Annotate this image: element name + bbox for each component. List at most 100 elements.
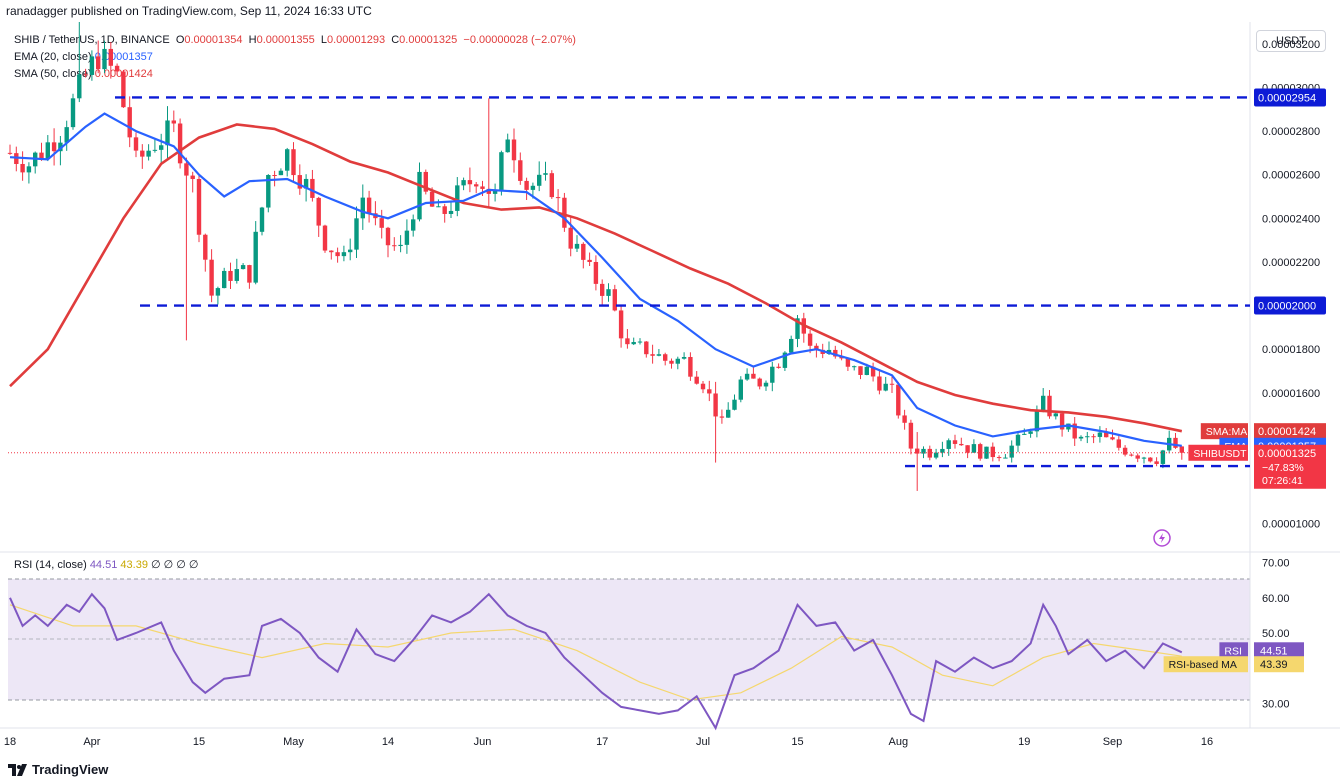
candle-body [700, 383, 706, 390]
candle-body [713, 393, 718, 417]
candle-body [96, 56, 101, 70]
candle-body [448, 210, 454, 214]
price-label-value-tag [1254, 423, 1326, 440]
candle-body [1135, 455, 1140, 459]
high-value: 0.00001355 [256, 34, 315, 46]
candle-body [663, 354, 668, 361]
footer-brand: TradingView [32, 762, 109, 777]
horizontal-level-value: 0.00002000 [1258, 301, 1316, 313]
sma-line [9, 123, 1183, 433]
candle-body [530, 185, 536, 190]
candle-body [228, 270, 233, 281]
candle-body [814, 345, 819, 350]
candle-body [58, 142, 63, 152]
candle-body [763, 382, 769, 387]
candle-body [171, 120, 176, 124]
candle-body [146, 150, 151, 157]
candle-body [455, 185, 460, 211]
candle-body [322, 225, 328, 251]
price-label-value-tag [1254, 444, 1326, 489]
candle-body [719, 416, 725, 418]
currency-button[interactable]: USDT [1256, 30, 1326, 52]
candle-body [870, 366, 876, 377]
candle-body [278, 170, 284, 176]
candle-body [1122, 447, 1128, 455]
price-change-percent: −47.83% [1262, 462, 1304, 474]
candle-body [795, 318, 800, 339]
candle-body [726, 409, 731, 418]
candle-body [952, 440, 958, 444]
candle-body [1097, 432, 1103, 437]
footer[interactable]: TradingView [8, 762, 108, 777]
candle-body [310, 178, 315, 198]
main-legend: SHIB / TetherUS, 1D, BINANCE O0.00001354… [14, 32, 576, 83]
candle-body [1179, 446, 1184, 453]
rsi-label-name-tag [1163, 656, 1248, 673]
candle-body [114, 65, 120, 72]
candle-body [782, 352, 788, 368]
tradingview-logo-icon [8, 763, 27, 776]
candle-body [209, 259, 214, 296]
candle-body [360, 197, 365, 219]
candle-body [549, 173, 554, 198]
rsi-ma-line [9, 604, 1182, 701]
price-label-name-tag [1200, 423, 1248, 440]
candle-body [877, 376, 882, 391]
candle-body [1110, 437, 1115, 440]
price-tick-label: 0.00002400 [1262, 213, 1320, 225]
candle-body [675, 358, 680, 364]
candle-body [1129, 454, 1134, 456]
candle-body [165, 120, 170, 146]
candle-body [335, 252, 340, 257]
candle-body [581, 243, 586, 260]
candle-body [39, 152, 44, 159]
rsi-label-name: RSI [1224, 645, 1242, 657]
candle-body [965, 445, 970, 453]
candle-body [1072, 423, 1077, 439]
time-tick-label: Jun [474, 736, 492, 748]
candle-body [978, 444, 983, 459]
symbol-line: SHIB / TetherUS, 1D, BINANCE O0.00001354… [14, 34, 576, 46]
candle-body [656, 354, 662, 356]
time-tick-label: 17 [596, 736, 608, 748]
time-tick-label: Jul [696, 736, 710, 748]
candle-body [480, 186, 485, 189]
lightning-icon[interactable] [1153, 529, 1171, 547]
candle-body [1009, 445, 1014, 458]
candle-body [152, 149, 158, 151]
rsi-label-value-tag [1254, 656, 1304, 673]
price-label-value: 0.00001325 [1258, 448, 1316, 460]
candle-body [669, 360, 674, 364]
rsi-label-name-tag [1219, 642, 1248, 659]
candle-body [744, 373, 750, 380]
candle-body [1022, 433, 1027, 435]
rsi-tick-label: 60.00 [1262, 593, 1290, 605]
candle-body [486, 188, 491, 194]
rsi-legend-value: 44.51 [89, 559, 118, 571]
candle-body [108, 48, 113, 66]
close-value: 0.00001325 [399, 34, 458, 46]
price-label-name-tag [1188, 444, 1248, 461]
candle-body [1141, 457, 1147, 459]
candle-body [259, 207, 265, 232]
candle-body [612, 289, 617, 311]
candle-body [385, 227, 391, 246]
candle-body [215, 288, 221, 296]
candle-body [833, 349, 838, 357]
candle-body [574, 243, 580, 249]
candle-body [474, 184, 479, 187]
candle-body [436, 206, 441, 208]
candle-body [1041, 395, 1046, 411]
candle-body [127, 107, 132, 138]
candle-body [568, 227, 573, 249]
candle-body [190, 175, 195, 179]
rsi-label-name: RSI-based MA [1169, 659, 1237, 671]
rsi-ma-legend-value: 43.39 [120, 559, 148, 571]
price-label-name: SMA:MA [1206, 426, 1247, 438]
candle-body [316, 197, 321, 226]
candle-body [845, 358, 851, 367]
rsi-legend[interactable]: RSI (14, close) 44.51 43.39 ∅ ∅ ∅ ∅ [14, 559, 199, 571]
price-label-value: 0.00001424 [1258, 426, 1316, 438]
change-value: −0.00000028 (−2.07%) [463, 34, 576, 46]
